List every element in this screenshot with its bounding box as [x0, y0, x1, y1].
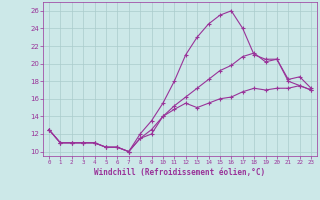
- X-axis label: Windchill (Refroidissement éolien,°C): Windchill (Refroidissement éolien,°C): [94, 168, 266, 177]
